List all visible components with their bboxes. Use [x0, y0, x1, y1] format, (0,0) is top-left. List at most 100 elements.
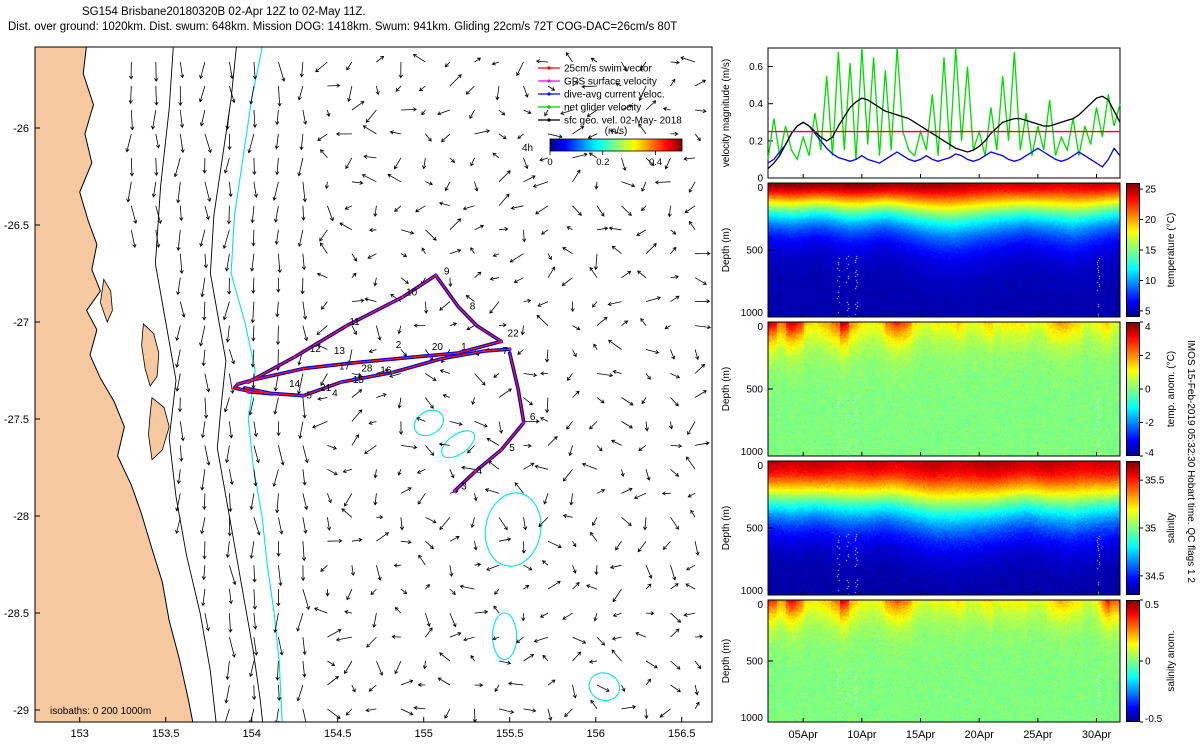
current-vector-field — [125, 52, 712, 722]
gps-fix-dot — [302, 367, 305, 370]
dive-number-label: 9 — [444, 266, 450, 277]
map-colorbar-tick-label: 0 — [547, 157, 552, 168]
map-colorbar — [549, 138, 683, 152]
legend-marker-dot — [547, 79, 551, 83]
dive-number-label: 5 — [306, 391, 312, 402]
depth-axis-label: Depth (m) — [721, 639, 732, 683]
gps-fix-dot — [345, 324, 348, 328]
gps-fix-dot — [482, 349, 486, 353]
colorbar-tick-label: 20 — [1145, 215, 1157, 226]
date-tick-label: 05Apr — [789, 729, 819, 741]
track-dive-avg-segment — [433, 273, 503, 344]
map-legend: 25cm/s swim vector GPS surface velocity di… — [522, 64, 683, 168]
depth-axis-label: Depth (m) — [721, 367, 732, 411]
dive-number-label: 11 — [349, 317, 360, 328]
depth-tick-label: 1000 — [741, 586, 764, 597]
legend-entry-label: GPS surface velocity — [564, 77, 657, 88]
velocity-y-axis-label: velocity magnitude (m/s) — [721, 59, 732, 167]
map-x-tick-label: 153.5 — [152, 728, 180, 740]
gps-fix-dot — [456, 351, 460, 355]
colorbar-tick-label: 25 — [1145, 185, 1157, 196]
gps-fix-dot — [236, 382, 240, 386]
colorbar-tick-label: 10 — [1145, 276, 1157, 287]
gps-fix-dot — [439, 357, 443, 361]
legend-entry-label: 25cm/s swim vector — [564, 64, 652, 75]
gps-fix-dot — [508, 347, 511, 351]
dive-number-label: 15 — [353, 375, 365, 386]
depth-tick-label: 0 — [757, 183, 763, 194]
dive-number-label: 16 — [380, 365, 392, 376]
isobath-1000m-closed — [588, 672, 621, 702]
map-y-tick-label: -28.5 — [4, 608, 29, 620]
velocity-series-2 — [767, 95, 1121, 170]
date-tick-label: 25Apr — [1023, 729, 1053, 741]
temp-anomaly-colorbar — [1126, 322, 1140, 456]
map-y-tick-label: -27.5 — [4, 414, 29, 426]
isobath-1000m-closed — [491, 612, 518, 661]
dive-number-label: 13 — [334, 346, 346, 357]
colorbar-title: temp. anom. (°C) — [1166, 351, 1177, 427]
colorbar-title: temperature (°C) — [1166, 213, 1177, 288]
dive-number-label: 4 — [477, 466, 483, 477]
dive-number-label: 2 — [396, 340, 402, 351]
map-y-tick-label: -29 — [13, 705, 29, 717]
track-dive-avg-segment — [236, 339, 503, 386]
land-moreton-island — [141, 323, 160, 387]
map-y-tick-label: -28 — [13, 511, 29, 523]
legend-entry-label: net glider velocity — [564, 103, 641, 114]
gps-fix-dot — [453, 489, 456, 492]
dive-number-label: 8 — [470, 301, 476, 312]
velocity-series-0 — [767, 47, 1121, 162]
map-colorbar-tick-label: 0.4 — [649, 157, 662, 168]
depth-tick-label: 500 — [746, 524, 763, 535]
dive-number-label: 28 — [361, 363, 373, 374]
gps-fix-dot — [434, 274, 437, 277]
legend-marker-dot — [547, 118, 551, 122]
track-swim-vector-segment — [509, 352, 525, 422]
velocity-series-1 — [767, 121, 1121, 168]
glider-track — [232, 273, 526, 493]
depth-tick-label: 500 — [746, 246, 763, 257]
gps-fix-dot — [413, 355, 417, 359]
depth-tick-label: 500 — [746, 385, 763, 396]
velocity-y-tick-label: 0 — [757, 174, 763, 185]
colorbar-tick-label: -2 — [1145, 418, 1154, 429]
date-tick-label: 10Apr — [847, 729, 877, 741]
track-swim-vector-segment — [435, 275, 502, 342]
dive-number-label: 17 — [339, 361, 351, 372]
velocity-y-tick-label: 0.6 — [749, 62, 763, 73]
isobath-1000m-closed — [484, 492, 542, 567]
gps-fix-dot — [339, 380, 343, 384]
isobath-200m — [209, 47, 264, 722]
gps-fix-dot — [474, 470, 477, 473]
track-dive-avg-segment — [246, 273, 438, 384]
salinity-colorbar — [1126, 461, 1140, 595]
track-swim-vector-segment — [237, 340, 502, 385]
temp-anomaly-section-canvas — [768, 322, 1120, 456]
figure-subtitle: Dist. over ground: 1020km. Dist. swum: 6… — [8, 21, 678, 33]
dive-number-label: 5 — [509, 443, 515, 454]
depth-tick-label: 1000 — [741, 308, 764, 319]
date-tick-label: 30Apr — [1082, 729, 1112, 741]
depth-axis-label: Depth (m) — [721, 506, 732, 550]
dive-number-label: 4 — [332, 389, 338, 400]
legend-marker-dot — [547, 66, 551, 70]
gps-fix-dot — [499, 340, 503, 343]
dive-number-label: 12 — [310, 344, 322, 355]
map-x-tick-label: 153 — [71, 728, 89, 740]
depth-tick-label: 0 — [757, 461, 763, 472]
gps-fix-dot — [247, 380, 250, 384]
colorbar-tick-label: -0.5 — [1145, 714, 1163, 725]
depth-tick-label: 0 — [757, 600, 763, 611]
track-dive-avg-segment — [246, 347, 512, 398]
temperature-section-canvas — [768, 183, 1120, 317]
depth-tick-label: 1000 — [741, 713, 764, 724]
depth-tick-label: 0 — [757, 322, 763, 333]
isobath-1000m — [230, 47, 283, 722]
map-x-tick-label: 155 — [415, 728, 433, 740]
dive-number-label: 21 — [320, 383, 332, 394]
figure-title: SG154 Brisbane20180320B 02-Apr 12Z to 02… — [82, 6, 366, 18]
dive-number-label: 20 — [432, 342, 444, 353]
track-swim-vector-segment — [454, 422, 525, 492]
track-swim-vector-segment — [233, 383, 273, 395]
